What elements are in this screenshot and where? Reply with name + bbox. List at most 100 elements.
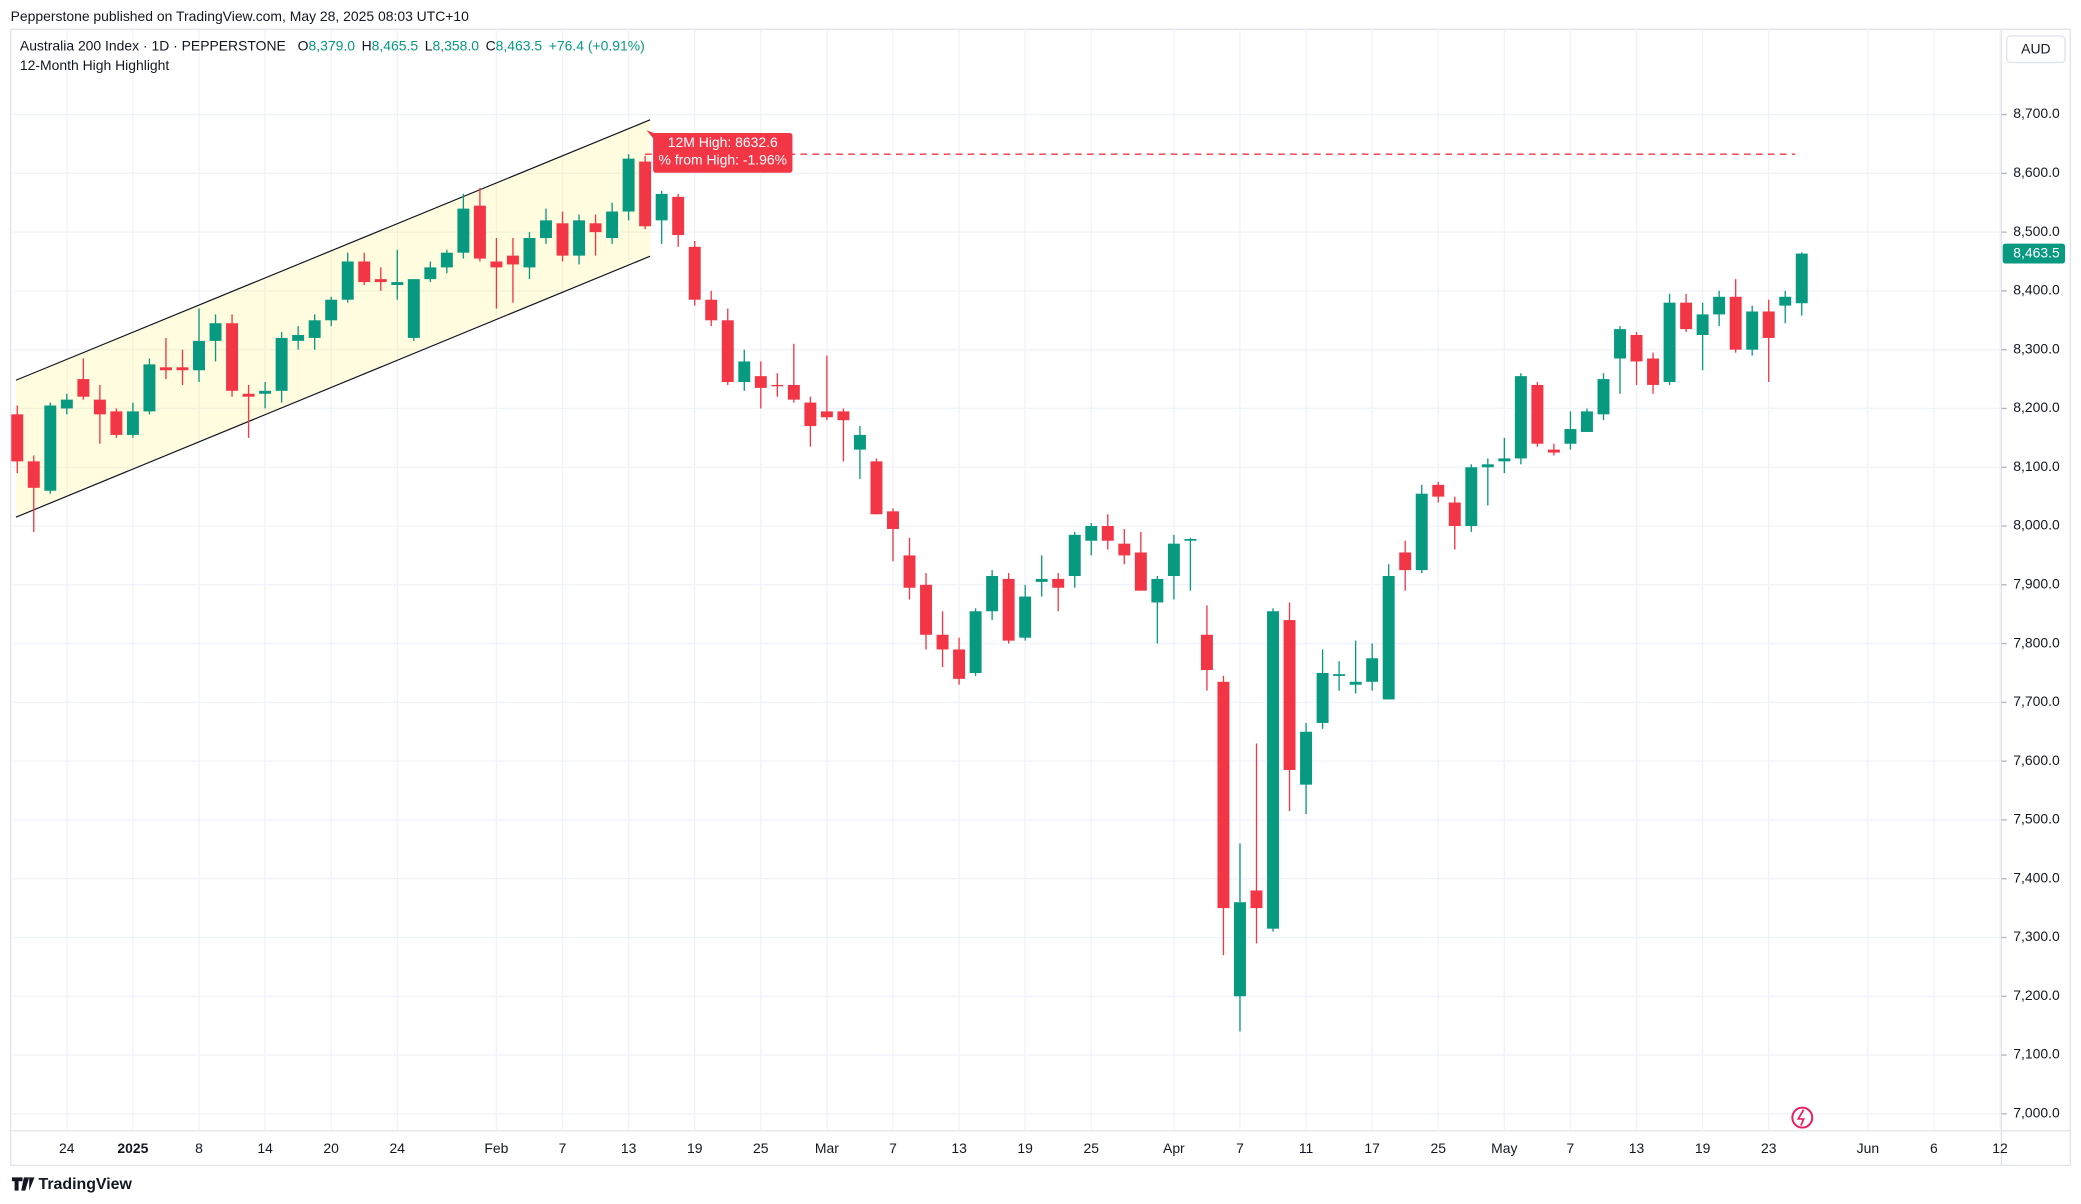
x-tick-label: 24: [390, 1140, 406, 1156]
publisher: Pepperstone published on TradingView.com…: [11, 8, 470, 24]
y-tick-label: 7,500.0: [2013, 811, 2060, 827]
frame: [9, 28, 2072, 1167]
candle-body: [341, 261, 354, 300]
ohlc-value: 8,463.5: [496, 37, 543, 53]
x-tick-label: 14: [257, 1140, 273, 1156]
y-tick-label: 7,700.0: [2013, 693, 2060, 709]
y-tick-label: 7,800.0: [2013, 634, 2060, 650]
candle-body: [506, 255, 519, 265]
candle-body: [1564, 429, 1577, 444]
ohlc-label: H: [362, 37, 372, 53]
candle-body: [853, 434, 866, 450]
annotation-text: 12M High: 8632.6: [668, 134, 778, 150]
candle-body: [804, 402, 817, 427]
candle-body: [1663, 302, 1676, 383]
candle-body: [226, 323, 239, 391]
x-tick-label: 11: [1299, 1140, 1314, 1156]
x-tick-label: 19: [1695, 1140, 1711, 1156]
indicator: 12-Month High Highlight: [20, 57, 169, 73]
candle-body: [820, 411, 833, 418]
candle-body: [490, 261, 503, 268]
candle-body: [573, 220, 586, 256]
ohlc-value: 8,465.5: [372, 37, 419, 53]
candle-body: [1002, 578, 1015, 641]
currency-box[interactable]: [2006, 35, 2066, 64]
candle-body: [754, 376, 767, 388]
x-tick-label: 7: [1567, 1140, 1575, 1156]
candle-body: [275, 337, 288, 391]
candle-body: [639, 161, 652, 227]
candle-body: [11, 414, 24, 462]
candle-body: [1779, 296, 1792, 306]
candle-body: [1746, 311, 1759, 350]
candle-body: [1234, 902, 1246, 997]
candle-body: [1580, 411, 1593, 432]
candle-body: [1283, 620, 1296, 770]
x-tick-label: 24: [59, 1140, 75, 1156]
candle-body: [1167, 543, 1180, 576]
candle-body: [209, 323, 222, 341]
candle-body: [1267, 611, 1279, 929]
x-tick-label: 2025: [117, 1140, 148, 1156]
candle-body: [837, 411, 850, 421]
logo[interactable]: TradingView: [11, 1176, 133, 1193]
candle-body: [1101, 526, 1114, 541]
candle-body: [721, 320, 734, 383]
ohlc-label: L: [425, 37, 433, 53]
icon-bolt[interactable]: [1796, 1109, 1805, 1126]
candle-body: [1399, 552, 1412, 571]
candle-body: [672, 196, 685, 236]
candle-body: [242, 393, 255, 397]
x-tick-label: 7: [889, 1140, 897, 1156]
x-tick-label: 25: [1084, 1140, 1100, 1156]
candle-body: [259, 390, 272, 394]
x-tick-label: 19: [687, 1140, 703, 1156]
candle-body: [606, 211, 619, 238]
y-tick-label: 7,000.0: [2013, 1105, 2060, 1121]
candle-body: [540, 220, 552, 238]
candle-body: [1316, 672, 1329, 723]
candle-body: [1762, 311, 1775, 338]
x-tick-label: Jun: [1857, 1140, 1879, 1156]
x-tick-label: 12: [1992, 1140, 2008, 1156]
candle-body: [1531, 384, 1544, 444]
candle-body: [1134, 552, 1147, 591]
logo-text[interactable]: TradingView: [38, 1176, 132, 1193]
candle-body: [1630, 334, 1643, 362]
candle-body: [787, 384, 800, 400]
candle-body: [1465, 467, 1478, 527]
candle-body: [1432, 484, 1445, 497]
candle-body: [1300, 731, 1313, 785]
icon-ring[interactable]: [1791, 1106, 1814, 1129]
candle-body: [903, 555, 916, 588]
candle-body: [1349, 681, 1362, 685]
replay-icon[interactable]: [1791, 1106, 1814, 1129]
legend: Australia 200 Index · 1D · PEPPERSTONE O…: [20, 37, 645, 53]
candle-body: [1035, 578, 1048, 582]
x-tick-label: 7: [1236, 1140, 1244, 1156]
candle-body: [556, 223, 569, 256]
candle-body: [1481, 464, 1494, 468]
y-tick-label: 7,200.0: [2013, 987, 2060, 1003]
candle-body: [1118, 543, 1131, 556]
candle-body: [1068, 534, 1081, 576]
ohlc-label: C: [486, 37, 496, 53]
x-tick-label: 23: [1761, 1140, 1777, 1156]
candle-body: [159, 367, 172, 371]
ohlc-value: 8,358.0: [433, 37, 480, 53]
candle-body: [1415, 493, 1428, 571]
y-tick-label: 8,400.0: [2013, 282, 2060, 298]
logo-mark[interactable]: [11, 1177, 35, 1191]
candle-body: [1366, 658, 1379, 682]
candle-body: [1597, 379, 1610, 415]
candle-body: [308, 320, 321, 338]
candle-body: [1547, 449, 1560, 453]
candle-body: [1680, 302, 1693, 330]
currency[interactable]: AUD: [2021, 41, 2050, 57]
ohlc-value: 8,379.0: [309, 37, 356, 53]
y-tick-label: 7,100.0: [2013, 1046, 2060, 1062]
candle-body: [936, 634, 949, 650]
x-tick-label: Feb: [484, 1140, 508, 1156]
candle-body: [193, 340, 205, 371]
